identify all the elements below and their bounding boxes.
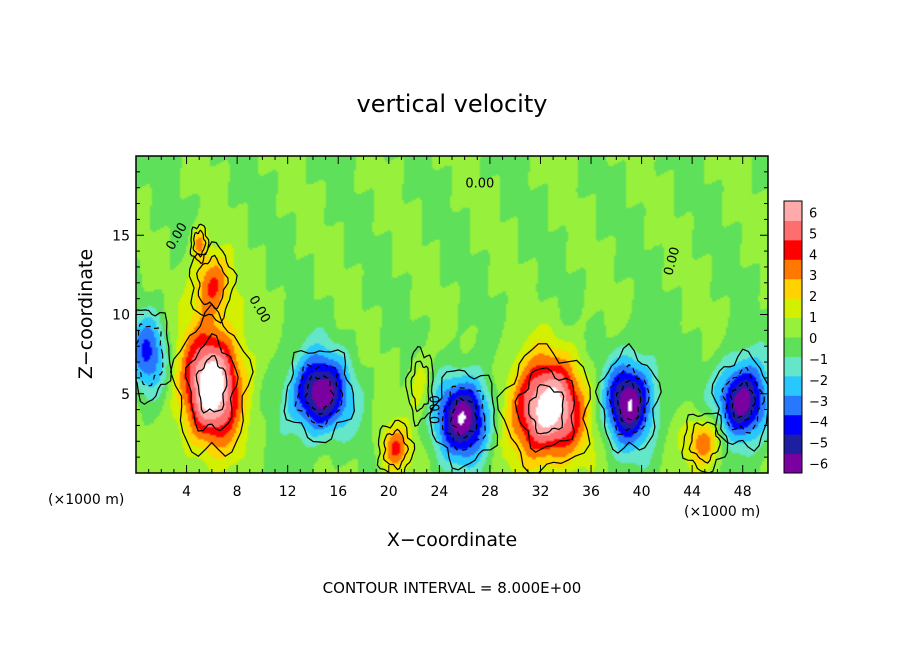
x-tick-label: 8 (233, 484, 242, 500)
contour-line (196, 254, 229, 309)
colorbar-tick-label: 6 (809, 206, 817, 221)
colorbar-tick-label: −5 (809, 437, 828, 452)
x-axis-ticks: 4 8 12 16 20 24 28 32 36 40 44 48 (135, 156, 769, 500)
x-tick-label: 36 (582, 484, 600, 500)
colorbar-ticks: 6 5 4 3 2 1 0 −1 −2 −3 −4 −5 −6 (809, 206, 828, 472)
colorbar-tick-label: −3 (809, 395, 828, 410)
contour-interval-note: CONTOUR INTERVAL = 8.000E+00 (323, 579, 582, 597)
x-unit-label-right: (×1000 m) (684, 504, 760, 520)
y-tick-label: 5 (121, 387, 130, 403)
contour-line (304, 375, 335, 415)
contour-line (195, 354, 228, 414)
contour-line (135, 323, 164, 387)
contour-line (449, 397, 478, 439)
contour-line (294, 363, 344, 428)
colorbar-cell (784, 317, 802, 338)
colorbar-cell (784, 337, 802, 357)
colorbar-tick-label: 5 (809, 227, 817, 242)
plot-area: 0.000.000.000.000.00 4 8 12 16 20 24 28 32 36 40 4… (112, 155, 769, 500)
colorbar-cell (784, 220, 802, 241)
x-tick-label: 16 (329, 484, 347, 500)
colorbar-cell (784, 298, 802, 319)
contour-line (606, 364, 651, 436)
y-tick-label: 10 (112, 308, 130, 324)
contour-line (528, 383, 565, 435)
y-tick-label: 15 (112, 228, 130, 244)
x-tick-label: 20 (380, 484, 398, 500)
contour-line (514, 367, 576, 453)
colorbar-tick-label: −2 (809, 374, 828, 389)
contour-line (711, 348, 769, 452)
contour-line (192, 229, 207, 258)
colorbar-tick-label: 3 (809, 269, 817, 284)
colorbar-cells (784, 201, 802, 474)
x-tick-label: 44 (683, 484, 701, 500)
contour-line (429, 369, 499, 471)
contour-line (382, 428, 410, 471)
contour-line (283, 349, 355, 444)
contour-line (729, 380, 757, 421)
contour-line (681, 412, 729, 474)
x-tick-label: 12 (279, 484, 297, 500)
contour-line (615, 380, 642, 422)
x-tick-label: 32 (532, 484, 550, 500)
x-tick-label: 4 (182, 484, 191, 500)
colorbar-cell (784, 375, 802, 396)
colorbar-tick-label: 1 (809, 311, 817, 326)
colorbar: 6 5 4 3 2 1 0 −1 −2 −3 −4 −5 −6 (783, 200, 828, 474)
x-tick-label: 48 (734, 484, 752, 500)
contour-lines (135, 223, 769, 474)
colorbar-tick-label: 0 (809, 332, 817, 347)
contour-line (721, 366, 765, 434)
y-axis-label: Z−coordinate (75, 249, 97, 379)
colorbar-tick-label: −1 (809, 353, 828, 368)
colorbar-cell (784, 395, 802, 416)
contour-line (688, 421, 722, 464)
contour-line (496, 343, 591, 474)
contour-line (189, 223, 210, 264)
x-unit-label-left: (×1000 m) (48, 492, 124, 508)
colorbar-cell (784, 453, 802, 474)
y-axis-ticks: 5 10 15 (112, 155, 768, 474)
colorbar-tick-label: −6 (809, 458, 828, 473)
contour-line (405, 345, 435, 428)
colorbar-tick-label: 4 (809, 248, 817, 263)
x-axis-label: X−coordinate (387, 529, 517, 551)
contour-line (410, 360, 430, 413)
chart-title: vertical velocity (357, 90, 548, 118)
contour-line (169, 303, 254, 457)
contour-label: 0.00 (465, 177, 494, 192)
colorbar-tick-label: 2 (809, 290, 817, 305)
contour-label: 0.00 (661, 245, 683, 277)
contour-line (184, 333, 239, 432)
velocity-field-image (136, 156, 768, 473)
x-tick-label: 28 (481, 484, 499, 500)
colorbar-cell (784, 434, 802, 455)
x-tick-label: 40 (633, 484, 651, 500)
colorbar-cell (784, 356, 802, 377)
contour-line (594, 342, 662, 454)
x-tick-label: 24 (430, 484, 448, 500)
colorbar-cell (784, 239, 802, 260)
contour-label: 0.00 (428, 395, 443, 424)
colorbar-tick-label: −4 (809, 416, 828, 431)
contour-line (441, 385, 487, 451)
colorbar-cell (784, 414, 802, 435)
colorbar-cell (784, 201, 802, 221)
colorbar-frame (783, 200, 803, 474)
contour-line (188, 241, 238, 324)
colorbar-cell (784, 259, 802, 280)
colorbar-cell (784, 278, 802, 299)
